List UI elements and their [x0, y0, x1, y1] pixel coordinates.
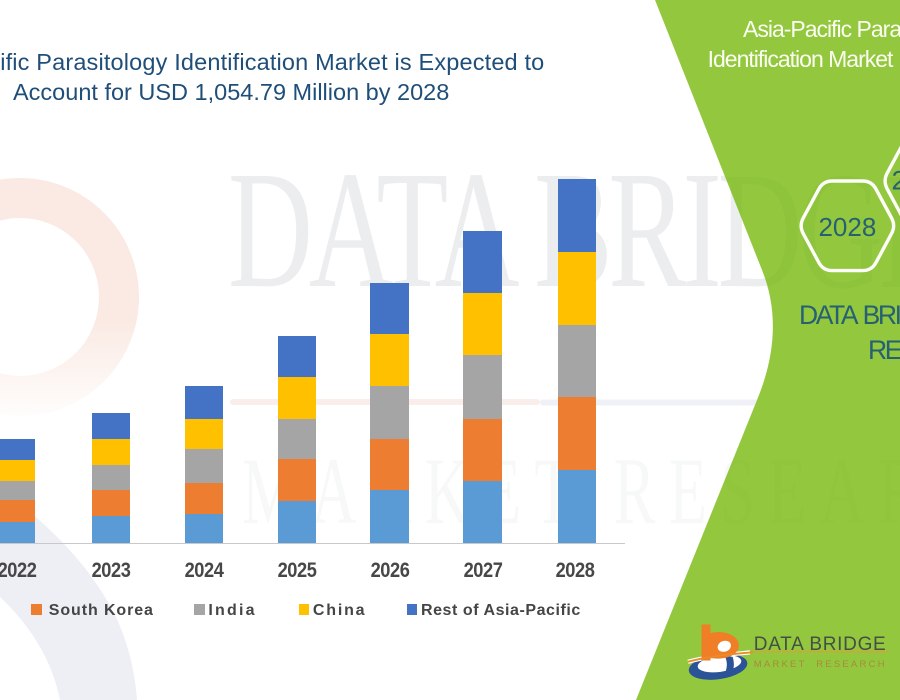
svg-text:2028: 2028 [818, 212, 876, 242]
svg-text:DATA BRIDGE: DATA BRIDGE [228, 139, 900, 324]
svg-text:2021: 2021 [891, 166, 900, 196]
svg-text:MARKET RESEARCH: MARKET RESEARCH [242, 439, 900, 544]
